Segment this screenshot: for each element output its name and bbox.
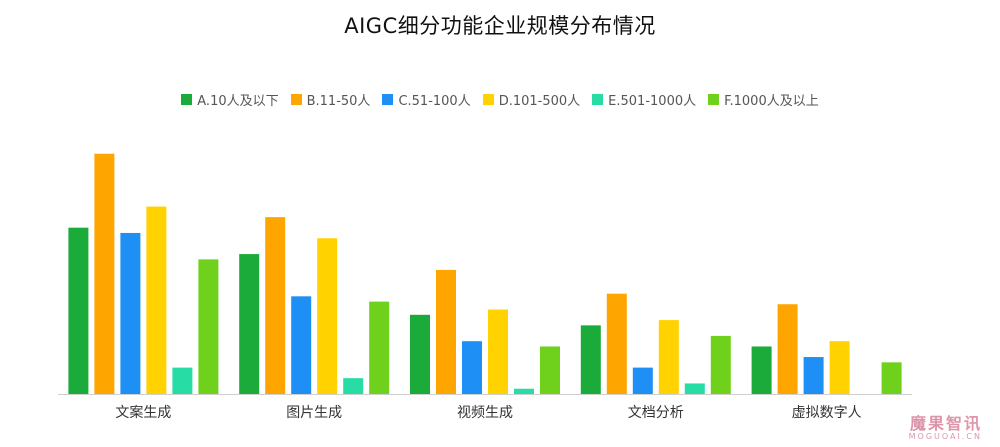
legend-label-a: A.10人及以下 <box>197 94 279 109</box>
bar-2-5 <box>343 378 364 394</box>
bar-1-6 <box>198 259 219 394</box>
bar-1-3 <box>120 232 141 394</box>
legend-label-d: D.101-500人 <box>498 94 581 109</box>
bar-1-4 <box>146 206 167 394</box>
bar-4-1 <box>580 325 601 394</box>
bar-5-2 <box>777 304 798 394</box>
bar-2-4 <box>317 238 338 394</box>
legend: A.10人及以下 B.11-50人 C.51-100人 D.101-500人 E… <box>0 90 1000 109</box>
bar-4-6 <box>710 335 731 394</box>
bar-2-1 <box>239 254 260 394</box>
bar-3-1 <box>410 314 430 394</box>
legend-item-e: E.501-1000人 <box>592 90 696 109</box>
legend-item-b: B.11-50人 <box>290 90 371 109</box>
legend-swatch-f <box>708 94 720 105</box>
bar-5-4 <box>829 341 850 394</box>
bar-3-5 <box>514 388 534 394</box>
x-tick-label: 文档分析 <box>628 405 684 421</box>
legend-swatch-c <box>382 94 394 105</box>
bar-4-2 <box>606 293 627 394</box>
bar-5-1 <box>751 346 772 394</box>
legend-swatch-e <box>592 94 604 105</box>
bar-3-6 <box>540 346 560 394</box>
watermark-subtext: MOGUOAI.CN <box>908 432 982 441</box>
bar-4-4 <box>658 320 679 394</box>
legend-item-a: A.10人及以下 <box>181 90 279 109</box>
bar-3-4 <box>488 309 508 394</box>
x-tick-label: 视频生成 <box>457 405 513 421</box>
x-tick-label: 图片生成 <box>286 405 342 421</box>
bar-2-3 <box>291 296 312 394</box>
bar-5-6 <box>881 362 902 394</box>
x-tick-label: 虚拟数字人 <box>792 405 862 421</box>
chart-title: AIGC细分功能企业规模分布情况 <box>344 14 656 38</box>
bar-4-5 <box>684 383 705 394</box>
bar-1-5 <box>172 367 193 394</box>
legend-item-c: C.51-100人 <box>382 90 471 109</box>
bar-2-6 <box>369 301 390 394</box>
legend-label-b: B.11-50人 <box>306 94 371 109</box>
bar-1-2 <box>94 153 115 394</box>
watermark: 魔果智讯 MOGUOAI.CN <box>909 410 982 441</box>
bar-5-3 <box>803 357 824 394</box>
watermark-text: 魔果智讯 <box>909 414 982 433</box>
legend-label-f: F.1000人及以上 <box>724 94 819 109</box>
legend-item-f: F.1000人及以上 <box>708 90 819 109</box>
legend-swatch-d <box>482 94 494 105</box>
legend-label-e: E.501-1000人 <box>608 94 697 109</box>
x-tick-label: 文案生成 <box>115 404 171 421</box>
legend-label-c: C.51-100人 <box>398 94 471 109</box>
bar-3-2 <box>436 269 456 394</box>
bar-2-2 <box>265 217 286 394</box>
legend-swatch-b <box>290 94 302 105</box>
legend-item-d: D.101-500人 <box>482 90 581 109</box>
legend-swatch-a <box>181 94 193 105</box>
bar-1-1 <box>68 227 89 394</box>
bar-3-3 <box>462 341 482 394</box>
bar-4-3 <box>632 367 653 394</box>
